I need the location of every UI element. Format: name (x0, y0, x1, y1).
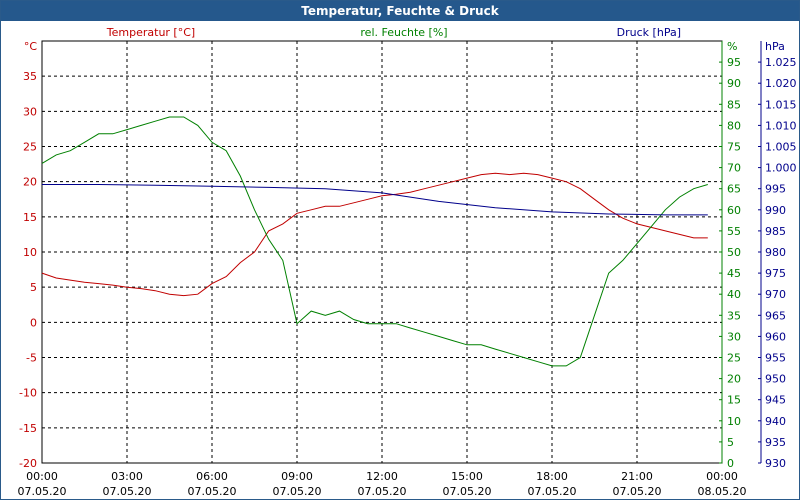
x-tick-date: 07.05.20 (443, 485, 492, 498)
temperature-tick-label: 35 (23, 70, 37, 83)
pressure-tick-label: 970 (765, 288, 786, 301)
pressure-tick-label: 1.020 (765, 77, 797, 90)
x-tick-date: 07.05.20 (613, 485, 662, 498)
humidity-tick-label: 80 (727, 119, 741, 132)
humidity-tick-label: 5 (727, 436, 734, 449)
temperature-tick-label: -20 (19, 457, 37, 470)
humidity-tick-label: 55 (727, 225, 741, 238)
pressure-tick-label: 955 (765, 352, 786, 365)
temperature-series-line (41, 172, 708, 297)
pressure-tick-label: 995 (765, 183, 786, 196)
humidity-tick-label: 85 (727, 98, 741, 111)
x-tick-time: 15:00 (451, 470, 483, 483)
x-tick-date: 07.05.20 (273, 485, 322, 498)
pressure-tick-label: 940 (765, 415, 786, 428)
pressure-tick-label: 975 (765, 267, 786, 280)
pressure-tick-label: 1.000 (765, 162, 797, 175)
x-tick-time: 09:00 (281, 470, 313, 483)
x-tick-time: 03:00 (111, 470, 143, 483)
pressure-tick-label: 960 (765, 330, 786, 343)
x-tick-time: 18:00 (536, 470, 568, 483)
humidity-tick-label: 10 (727, 415, 741, 428)
x-tick-time: 00:00 (26, 470, 58, 483)
x-tick-time: 00:00 (706, 470, 738, 483)
pressure-tick-label: 950 (765, 373, 786, 386)
humidity-tick-label: 75 (727, 141, 741, 154)
humidity-unit-label: % (727, 40, 737, 53)
x-tick-time: 12:00 (366, 470, 398, 483)
temperature-tick-label: -10 (19, 387, 37, 400)
humidity-tick-label: 65 (727, 183, 741, 196)
x-tick-date: 07.05.20 (358, 485, 407, 498)
x-tick-date: 07.05.20 (528, 485, 577, 498)
x-tick-date: 07.05.20 (103, 485, 152, 498)
humidity-axis-label: rel. Feuchte [%] (360, 26, 447, 39)
humidity-tick-label: 35 (727, 309, 741, 322)
temperature-tick-label: 15 (23, 211, 37, 224)
humidity-tick-label: 90 (727, 77, 741, 90)
pressure-tick-label: 990 (765, 204, 786, 217)
temperature-tick-label: 10 (23, 246, 37, 259)
humidity-tick-label: 20 (727, 373, 741, 386)
temperature-tick-label: 25 (23, 141, 37, 154)
chart-title: Temperatur, Feuchte & Druck (1, 1, 799, 21)
humidity-tick-label: 45 (727, 267, 741, 280)
pressure-tick-label: 985 (765, 225, 786, 238)
pressure-unit-label: hPa (765, 40, 785, 53)
temperature-tick-label: 20 (23, 176, 37, 189)
x-tick-time: 21:00 (621, 470, 653, 483)
humidity-tick-label: 70 (727, 162, 741, 175)
pressure-tick-label: 980 (765, 246, 786, 259)
humidity-tick-label: 25 (727, 352, 741, 365)
temperature-tick-label: 5 (30, 281, 37, 294)
humidity-tick-label: 60 (727, 204, 741, 217)
humidity-tick-label: 15 (727, 394, 741, 407)
pressure-tick-label: 945 (765, 394, 786, 407)
temperature-tick-label: 0 (30, 316, 37, 329)
pressure-tick-label: 965 (765, 309, 786, 322)
pressure-tick-label: 1.015 (765, 98, 797, 111)
x-tick-date: 08.05.20 (698, 485, 747, 498)
humidity-tick-label: 50 (727, 246, 741, 259)
humidity-series-line (41, 116, 708, 367)
pressure-tick-label: 935 (765, 436, 786, 449)
humidity-tick-label: 40 (727, 288, 741, 301)
temperature-unit-label: °C (24, 40, 38, 53)
humidity-tick-label: 95 (727, 56, 741, 69)
temperature-tick-label: -15 (19, 422, 37, 435)
x-tick-date: 07.05.20 (18, 485, 67, 498)
x-tick-time: 06:00 (196, 470, 228, 483)
pressure-series-line (42, 184, 708, 216)
x-tick-date: 07.05.20 (188, 485, 237, 498)
pressure-tick-label: 1.025 (765, 56, 797, 69)
humidity-tick-label: 30 (727, 330, 741, 343)
pressure-tick-label: 1.005 (765, 141, 797, 154)
pressure-tick-label: 1.010 (765, 119, 797, 132)
temperature-tick-label: -5 (26, 352, 37, 365)
humidity-tick-label: 0 (727, 457, 734, 470)
pressure-axis-label: Druck [hPa] (617, 26, 681, 39)
temperature-tick-label: 30 (23, 105, 37, 118)
pressure-tick-label: 930 (765, 457, 786, 470)
temperature-axis-label: Temperatur [°C] (106, 26, 195, 39)
